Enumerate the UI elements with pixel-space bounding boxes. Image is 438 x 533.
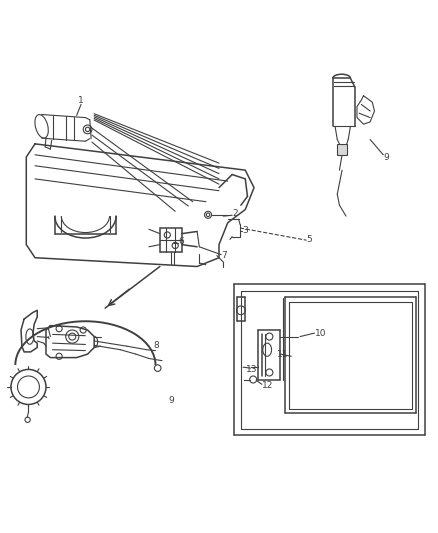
Text: 6: 6 xyxy=(179,238,184,246)
Text: 2: 2 xyxy=(232,209,238,219)
Text: 11: 11 xyxy=(277,351,288,359)
Text: 12: 12 xyxy=(262,381,273,390)
Text: 5: 5 xyxy=(307,235,312,244)
Text: 9: 9 xyxy=(169,397,174,406)
Bar xyxy=(160,228,182,253)
Bar xyxy=(337,144,347,155)
Text: 7: 7 xyxy=(221,252,227,261)
Text: 8: 8 xyxy=(153,341,159,350)
Text: 13: 13 xyxy=(246,365,258,374)
Text: 3: 3 xyxy=(242,226,248,235)
Text: 10: 10 xyxy=(314,328,326,337)
Text: 1: 1 xyxy=(78,96,84,106)
Text: 9: 9 xyxy=(383,152,389,161)
